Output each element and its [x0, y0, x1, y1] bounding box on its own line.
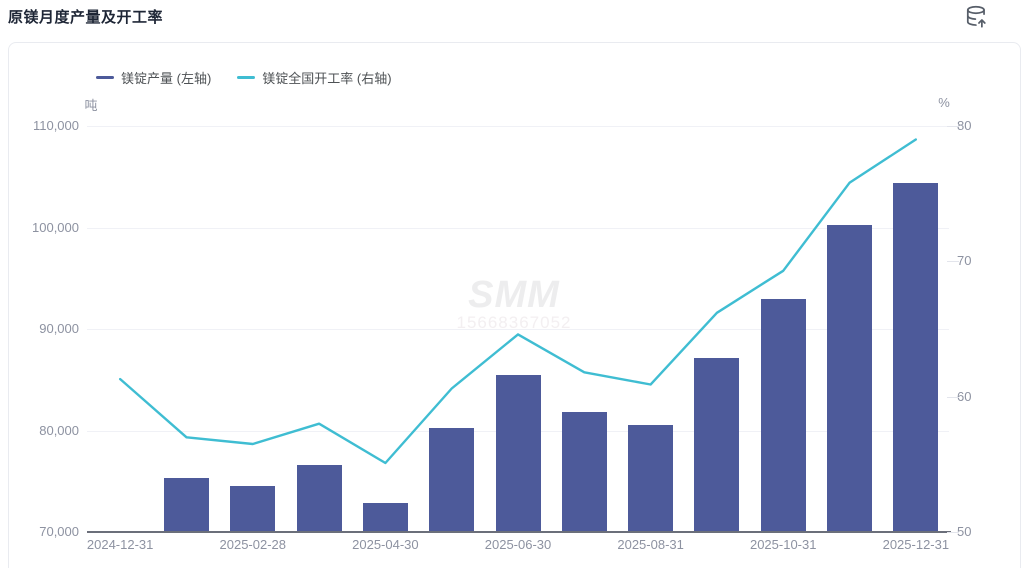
right-axis-tick	[947, 532, 959, 533]
bar	[230, 486, 276, 532]
legend-label: 镁锭全国开工率 (右轴)	[262, 71, 392, 86]
line-series-marker-icon	[237, 76, 256, 79]
bar	[760, 298, 806, 532]
bar-series-marker-icon	[96, 76, 114, 79]
right-axis-tick	[947, 396, 959, 398]
database-export-icon	[964, 4, 990, 33]
bar	[561, 412, 607, 532]
y-axis-label-right: 80	[957, 118, 972, 133]
left-axis-unit: 吨	[84, 98, 98, 113]
x-axis-label: 2025-12-31	[882, 537, 950, 552]
gridline	[87, 126, 949, 127]
bar	[628, 425, 674, 532]
y-axis-label-left: 110,000	[32, 118, 79, 133]
x-axis-label: 2025-04-30	[352, 537, 419, 552]
right-axis-unit: %	[938, 95, 950, 110]
x-axis-label: 2025-02-28	[219, 537, 287, 552]
legend-item-operating-rate[interactable]: 镁锭全国开工率 (右轴)	[237, 68, 392, 87]
x-axis-label: 2025-08-31	[617, 537, 684, 552]
y-axis-label-right: 70	[957, 253, 972, 269]
y-axis-label-left: 80,000	[39, 422, 79, 438]
bar	[893, 182, 939, 532]
y-axis-label-left: 100,000	[32, 219, 79, 235]
y-axis-label-left: 90,000	[39, 321, 79, 336]
bar	[694, 358, 740, 532]
right-axis-tick	[947, 126, 959, 127]
plot-area	[87, 126, 949, 532]
data-export-button[interactable]	[962, 3, 992, 33]
bar	[163, 478, 209, 532]
bar	[827, 225, 873, 532]
gridline	[87, 329, 949, 330]
line-series	[119, 138, 917, 465]
y-axis-label-right: 50	[957, 524, 972, 539]
x-axis-label: 2025-06-30	[484, 537, 552, 552]
y-axis-label-right: 60	[957, 388, 972, 404]
right-axis-tick	[947, 261, 959, 263]
gridline	[87, 227, 949, 229]
chart-legend: 镁锭产量 (左轴) 镁锭全国开工率 (右轴)	[96, 68, 392, 87]
page-title: 原镁月度产量及开工率	[8, 9, 164, 26]
bar	[429, 428, 475, 532]
chart-card: 镁锭产量 (左轴) 镁锭全国开工率 (右轴) 吨 % SMM 156683670…	[8, 42, 1021, 568]
bar	[495, 374, 541, 532]
y-axis-label-left: 70,000	[39, 524, 79, 539]
legend-label: 镁锭产量 (左轴)	[121, 71, 212, 86]
x-axis-label: 2025-10-31	[749, 537, 817, 552]
x-axis-line	[87, 531, 951, 533]
bar	[296, 465, 342, 532]
legend-item-production[interactable]: 镁锭产量 (左轴)	[96, 68, 211, 87]
x-axis-label: 2024-12-31	[86, 537, 154, 552]
bar	[362, 502, 408, 532]
